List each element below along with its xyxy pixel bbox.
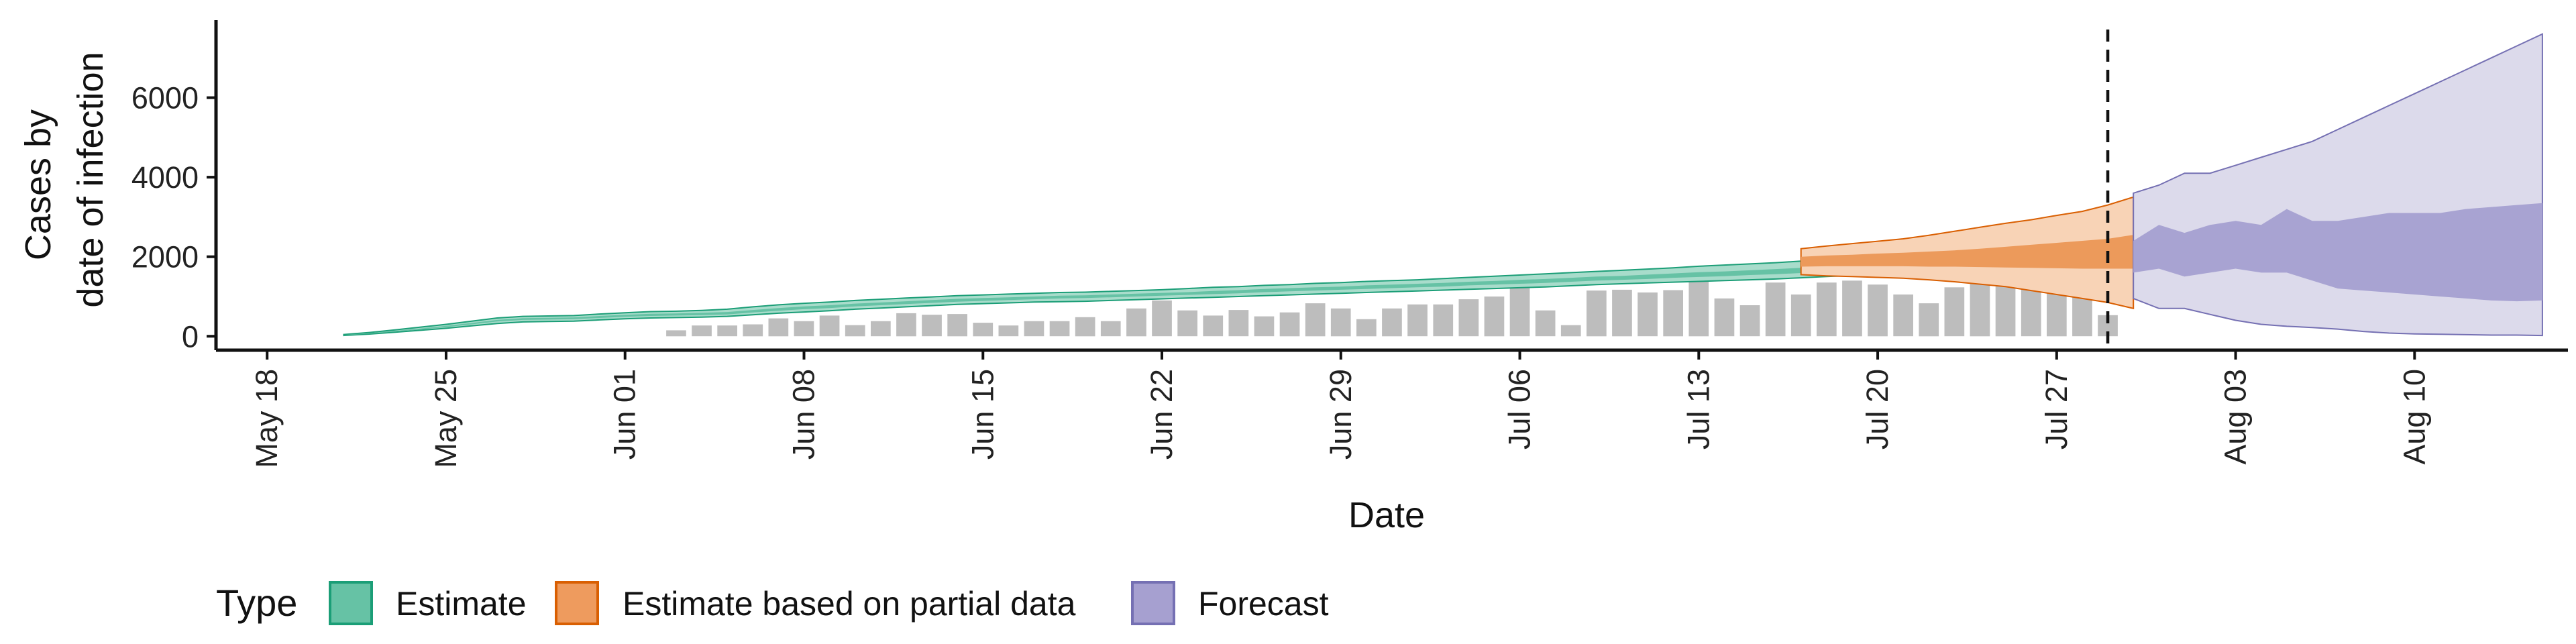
case-bar bbox=[1739, 305, 1760, 337]
case-bar bbox=[1152, 300, 1172, 337]
case-bar bbox=[973, 323, 994, 337]
case-bar bbox=[845, 325, 865, 337]
case-bar bbox=[1484, 297, 1505, 337]
case-bar bbox=[1509, 287, 1530, 337]
x-tick-label: Jun 29 bbox=[1324, 369, 1358, 460]
case-bar bbox=[1458, 299, 1479, 337]
y-tick-label: 2000 bbox=[131, 240, 199, 274]
case-bar bbox=[871, 321, 891, 337]
legend-label-forecast: Forecast bbox=[1198, 585, 1329, 623]
y-tick-label: 4000 bbox=[131, 160, 199, 195]
case-bar bbox=[1612, 289, 1632, 337]
case-bar bbox=[998, 325, 1019, 337]
case-bar bbox=[1433, 304, 1454, 337]
case-bar bbox=[1356, 319, 1377, 337]
case-bar bbox=[1560, 325, 1581, 337]
x-tick-label: Jun 15 bbox=[965, 369, 1000, 460]
y-axis-title-line-2: date of infection bbox=[70, 52, 111, 307]
estimate-inner-band bbox=[343, 257, 2031, 335]
case-bar bbox=[1049, 321, 1070, 337]
case-bar bbox=[1587, 290, 1607, 337]
y-axis-title-line-1: Cases by bbox=[18, 109, 58, 260]
case-bar bbox=[1919, 303, 1939, 337]
case-bar bbox=[692, 325, 712, 337]
x-tick-label: May 18 bbox=[250, 369, 284, 468]
case-bar bbox=[1714, 298, 1735, 337]
case-bar bbox=[717, 325, 737, 337]
legend-swatch-forecast bbox=[1131, 581, 1175, 625]
case-bar bbox=[1075, 317, 1095, 337]
case-bar bbox=[1254, 316, 1275, 337]
case-bar bbox=[1765, 282, 1786, 337]
x-tick-label: Jun 22 bbox=[1144, 369, 1179, 460]
y-tick-label: 6000 bbox=[131, 81, 199, 115]
forecast-inner-band bbox=[2133, 203, 2542, 302]
case-bar bbox=[922, 315, 942, 337]
case-bar bbox=[1663, 290, 1683, 337]
case-bar bbox=[947, 314, 967, 337]
y-axis-title: Cases by date of infection bbox=[18, 52, 111, 307]
case-bar bbox=[1638, 292, 1658, 337]
case-bar bbox=[1817, 282, 1837, 337]
legend-title: Type bbox=[216, 582, 297, 624]
x-tick-label: Aug 03 bbox=[2218, 369, 2253, 465]
case-bar bbox=[1228, 310, 1249, 337]
case-bar bbox=[1330, 308, 1351, 337]
case-bar bbox=[1177, 310, 1197, 337]
legend-label-estimate: Estimate bbox=[396, 585, 527, 623]
x-tick-label: Jul 13 bbox=[1681, 369, 1715, 449]
case-bar bbox=[1944, 287, 1965, 337]
case-bar bbox=[666, 330, 686, 337]
x-tick-label: Jul 27 bbox=[2039, 369, 2074, 449]
case-bar bbox=[819, 315, 840, 337]
plot-area bbox=[343, 30, 2543, 350]
legend: Type Estimate Estimate based on partial … bbox=[216, 581, 1329, 625]
case-bar bbox=[1535, 310, 1556, 337]
x-axis-title: Date bbox=[1348, 495, 1425, 535]
case-bar bbox=[1100, 321, 1121, 337]
case-bar bbox=[1126, 308, 1146, 337]
case-bar bbox=[1407, 304, 1428, 337]
y-tick-label: 0 bbox=[182, 319, 199, 354]
x-tick-label: May 25 bbox=[429, 369, 463, 468]
x-tick-label: Jul 20 bbox=[1860, 369, 1894, 449]
case-bar bbox=[743, 324, 763, 337]
x-tick-label: Jun 08 bbox=[787, 369, 821, 460]
legend-swatch-partial bbox=[555, 581, 599, 625]
case-bar bbox=[1893, 294, 1913, 337]
case-bar bbox=[1024, 321, 1044, 337]
x-tick-label: Jun 01 bbox=[608, 369, 642, 460]
case-bar bbox=[794, 321, 814, 337]
case-bar bbox=[1688, 280, 1709, 337]
case-bar bbox=[1203, 315, 1224, 337]
case-bar bbox=[1382, 308, 1402, 337]
case-bar bbox=[896, 313, 916, 337]
case-bar bbox=[1842, 280, 1862, 337]
case-bar bbox=[1868, 284, 1888, 337]
partial-inner-band bbox=[1801, 235, 2134, 269]
x-tick-label: Aug 10 bbox=[2397, 369, 2431, 465]
case-bar bbox=[1305, 303, 1326, 337]
case-bar bbox=[1790, 294, 1811, 337]
case-bar bbox=[768, 318, 789, 337]
axes: 0 2000 4000 6000 May 18 May 25 Jun 01 Jun 08 Jun… bbox=[131, 20, 2568, 468]
legend-label-partial: Estimate based on partial data bbox=[623, 585, 1076, 623]
x-tick-label: Jul 06 bbox=[1503, 369, 1537, 449]
legend-swatch-estimate bbox=[329, 581, 373, 625]
case-bar bbox=[1279, 312, 1300, 337]
